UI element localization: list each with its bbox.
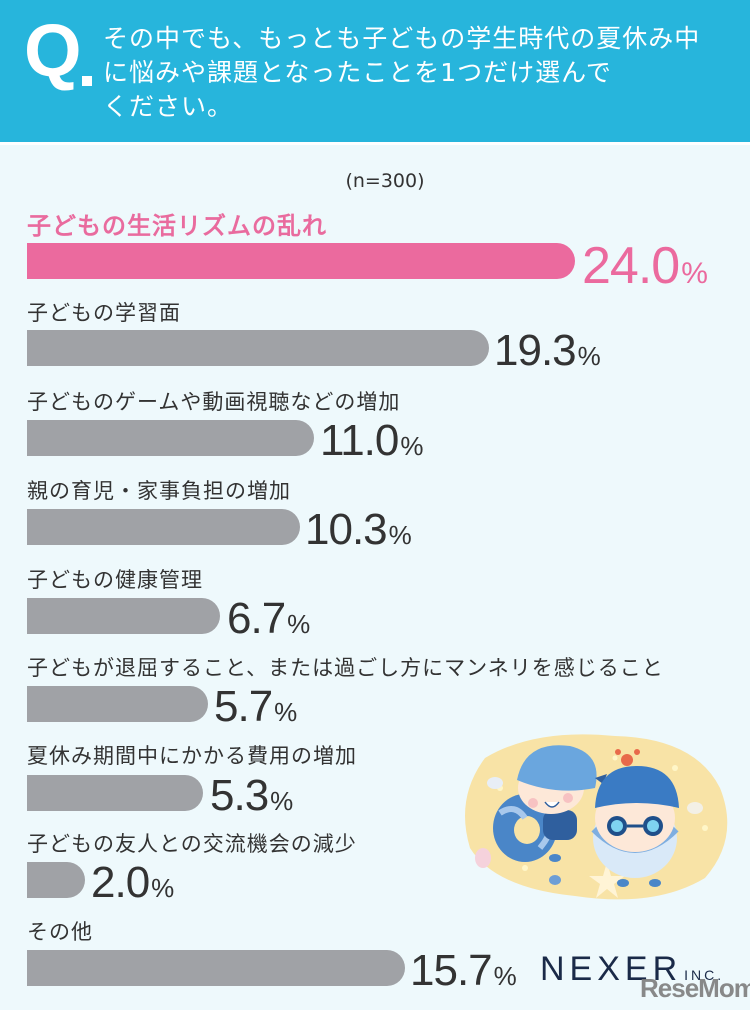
bar [27, 509, 300, 545]
bar-value: 11.0% [320, 416, 424, 465]
question-line-1: その中でも、もっとも子どもの学生時代の夏休み中 [103, 24, 701, 53]
bar-value: 10.3% [305, 505, 412, 554]
q-mark: Q [24, 9, 82, 92]
bar-label: 子どもの学習面 [27, 301, 181, 325]
question-header: Q その中でも、もっとも子どもの学生時代の夏休み中 に悩みや課題となったことを1… [0, 0, 750, 145]
bar [27, 775, 203, 811]
beach-illustration-icon [465, 734, 728, 900]
bar [27, 330, 489, 366]
bar-label: 子どもの生活リズムの乱れ [27, 212, 327, 240]
q-dot-decoration [82, 76, 92, 86]
question-text: その中でも、もっとも子どもの学生時代の夏休み中 に悩みや課題となったことを1つだ… [103, 22, 743, 124]
bar [27, 862, 85, 898]
bar-label: 子どもの健康管理 [27, 568, 203, 592]
bar-label: 夏休み期間中にかかる費用の増加 [27, 744, 357, 768]
nexer-logo: NEXER INC. [540, 950, 725, 988]
bar-value: 5.7% [214, 682, 297, 731]
resemom-watermark: ReseMom [640, 973, 750, 1003]
question-line-3: ください。 [103, 92, 234, 121]
bar-label: 子どもの友人との交流機会の減少 [27, 832, 357, 856]
beach-children-illustration [455, 728, 745, 903]
question-line-2: に悩みや課題となったことを1つだけ選んで [103, 58, 612, 87]
bar-value: 24.0% [582, 237, 708, 295]
sample-size: (n=300) [345, 170, 425, 192]
bar [27, 950, 405, 986]
bar [27, 686, 208, 722]
bar-label: その他 [27, 920, 93, 944]
bar-value: 2.0% [91, 858, 174, 907]
bar-label: 親の育児・家事負担の増加 [27, 479, 291, 503]
bar-value: 19.3% [494, 326, 601, 375]
bar-value: 15.7% [410, 946, 517, 995]
bar-label: 子どもが退屈すること、または過ごし方にマンネリを感じること [27, 656, 664, 680]
bar [27, 420, 314, 456]
bar [27, 243, 575, 279]
bar-value: 5.3% [210, 771, 293, 820]
bar [27, 598, 220, 634]
bar-label: 子どものゲームや動画視聴などの増加 [27, 390, 401, 414]
bar-value: 6.7% [227, 594, 310, 643]
